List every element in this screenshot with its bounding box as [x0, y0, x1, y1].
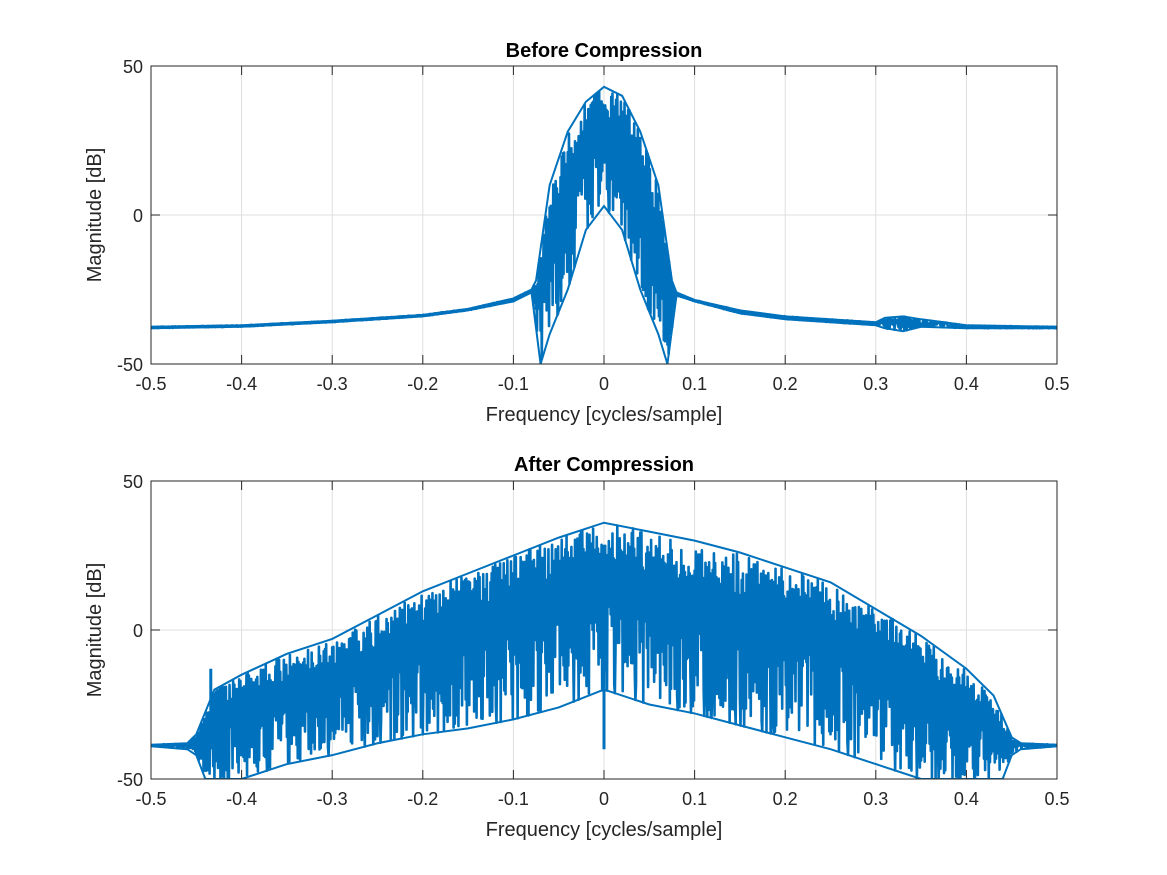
x-tick-label: 0.4 [954, 374, 979, 394]
chart-title: Before Compression [506, 40, 703, 62]
y-tick-label: 0 [133, 206, 143, 226]
x-tick-label: 0.3 [863, 789, 888, 809]
x-tick-label: -0.1 [498, 374, 529, 394]
y-axis-label: Magnitude [dB] [84, 148, 106, 283]
y-tick-label: -50 [117, 770, 143, 790]
x-tick-label: 0.2 [773, 374, 798, 394]
x-tick-label: -0.2 [407, 374, 438, 394]
x-tick-label: 0.1 [682, 374, 707, 394]
x-tick-label: -0.1 [498, 789, 529, 809]
tick-marks [150, 65, 1058, 365]
y-tick-label: -50 [117, 355, 143, 375]
x-tick-label: 0.2 [773, 789, 798, 809]
plot-layer [151, 85, 1057, 364]
x-tick-label: -0.2 [407, 789, 438, 809]
plot-layer [151, 521, 1057, 779]
x-tick-labels: -0.5 -0.4 -0.3 -0.2 -0.1 0 0.1 0.2 0.3 0.4 0.5 [135, 789, 1069, 809]
x-tick-label: 0 [599, 789, 609, 809]
x-axis-label: Frequency [cycles/sample] [486, 404, 723, 426]
x-tick-label: 0.5 [1044, 789, 1069, 809]
y-tick-label: 50 [123, 57, 143, 77]
x-tick-label: 0.1 [682, 789, 707, 809]
y-tick-labels: -50 0 50 [117, 472, 143, 790]
x-tick-labels: -0.5 -0.4 -0.3 -0.2 -0.1 0 0.1 0.2 0.3 0.4 0.5 [135, 374, 1069, 394]
y-tick-label: 50 [123, 472, 143, 492]
x-tick-label: -0.3 [317, 374, 348, 394]
x-axis-label: Frequency [cycles/sample] [486, 819, 723, 841]
x-tick-label: 0.3 [863, 374, 888, 394]
axes-after-compression: -0.5 -0.4 -0.3 -0.2 -0.1 0 0.1 0.2 0.3 0.4 0.5 -50… [84, 454, 1070, 841]
y-tick-label: 0 [133, 621, 143, 641]
upper-envelope-line [151, 521, 1057, 746]
lower-envelope-line [151, 204, 1057, 364]
upper-envelope-line [151, 85, 1057, 328]
x-tick-label: 0 [599, 374, 609, 394]
x-tick-label: 0.4 [954, 789, 979, 809]
x-tick-label: -0.4 [226, 789, 257, 809]
tick-marks [150, 480, 1058, 780]
x-tick-label: -0.4 [226, 374, 257, 394]
axes-before-compression: -0.5 -0.4 -0.3 -0.2 -0.1 0 0.1 0.2 0.3 0.4 0.5 -50… [84, 40, 1070, 426]
x-tick-label: -0.5 [135, 374, 166, 394]
chart-title: After Compression [514, 454, 694, 476]
x-tick-label: -0.5 [135, 789, 166, 809]
y-tick-labels: -50 0 50 [117, 57, 143, 375]
spectrum-trace [151, 524, 1057, 779]
x-tick-label: -0.3 [317, 789, 348, 809]
x-tick-label: 0.5 [1044, 374, 1069, 394]
y-axis-label: Magnitude [dB] [84, 563, 106, 698]
